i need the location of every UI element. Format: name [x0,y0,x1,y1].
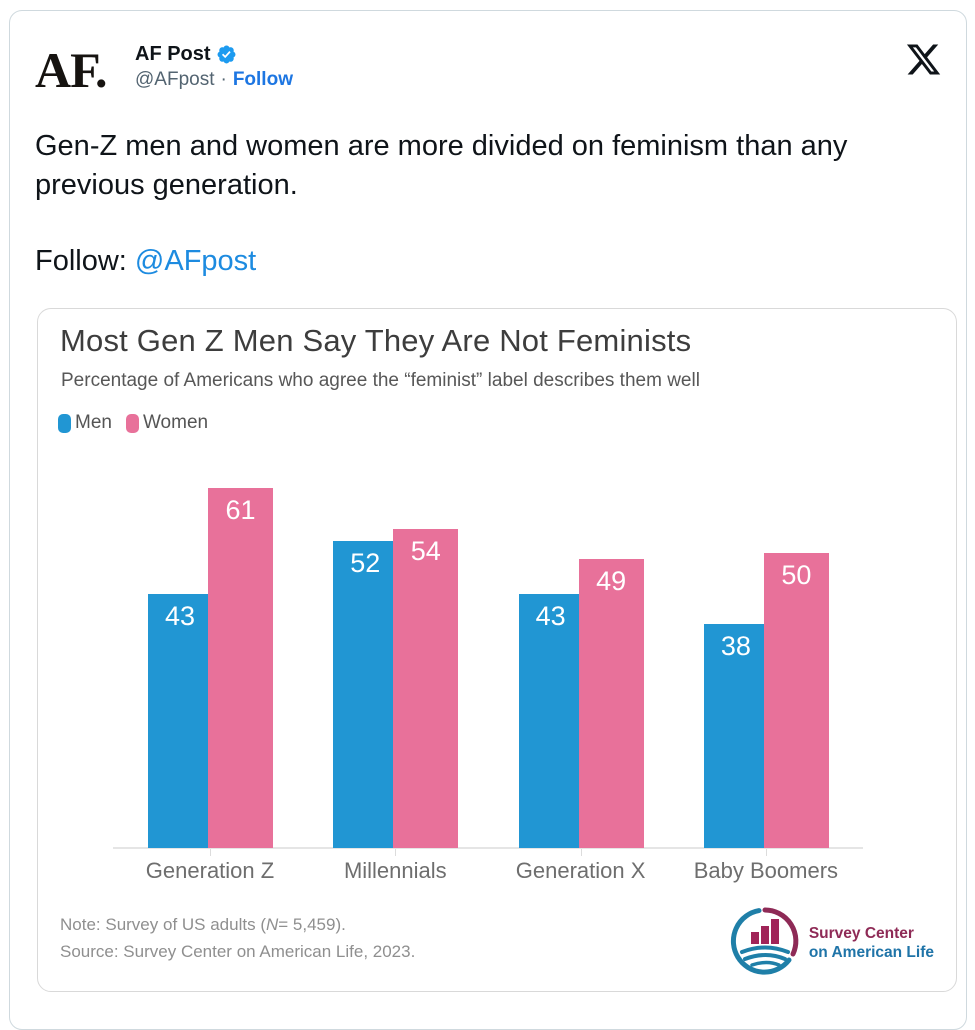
bar-value-label: 50 [781,560,812,590]
chart-source-line: Source: Survey Center on American Life, … [60,942,416,961]
bar-value-label: 49 [596,565,627,596]
brand-name-line1: Survey Center [808,924,914,942]
bar-value-label: 43 [164,601,196,632]
follow-prefix: Follow: [35,245,135,277]
follow-handle-link[interactable]: @AFpost [134,245,257,277]
avatar[interactable]: AF. [35,42,108,98]
legend-label: Men [75,412,112,433]
display-name[interactable]: AF Post [135,43,211,65]
x-axis-tick [580,849,582,856]
tweet-follow-line: Follow: @AFpost [35,245,956,278]
bar-women-millennials: 54 [393,529,459,848]
bar-women-baby-boomers: 50 [763,553,829,848]
x-axis-label-generation-x: Generation X [515,858,646,883]
x-axis-line [113,847,863,849]
identity-block: AF Post @AFpost · Follow [135,39,293,91]
legend-swatch-women [125,413,139,433]
bar-value-label: 61 [225,495,256,526]
bar-women-generation-z: 61 [208,488,273,848]
bar-men-millennials: 52 [333,541,398,848]
tweet-card: AF. AF Post @AFpost · Follow Gen-Z men [9,10,967,1030]
brand-logo: Survey Center on American Life [729,905,934,982]
bar-value-label: 43 [535,601,566,632]
survey-center-emblem-icon [729,905,801,982]
bar-men-generation-x: 43 [518,594,583,848]
bar-value-label: 38 [720,630,751,661]
x-axis-label-baby-boomers: Baby Boomers [693,858,839,883]
x-axis-label-generation-z: Generation Z [145,858,275,883]
legend-swatch-men [58,413,71,433]
chart-legend: Men Women [58,412,208,434]
user-handle[interactable]: @AFpost [135,69,215,90]
chart-notes: Note: Survey of US adults (N= 5,459). So… [60,911,415,965]
chart-note-line: Note: Survey of US adults (N= 5,459). [60,915,346,934]
legend-item-women: Women [125,412,209,434]
bar-value-label: 54 [410,536,441,567]
legend-item-men: Men [58,412,112,434]
dot-separator: · [220,69,227,90]
legend-label: Women [142,412,209,433]
bar-men-generation-z: 43 [148,594,212,848]
x-twitter-logo-icon[interactable] [905,41,942,78]
chart-plot-area: 43 61 52 54 43 49 38 50 [38,439,956,848]
bar-value-label: 52 [350,548,381,579]
chart-subtitle: Percentage of Americans who agree the “f… [61,370,700,391]
tweet-header: AF. AF Post @AFpost · Follow [35,39,956,101]
bar-men-baby-boomers: 38 [703,623,768,848]
x-axis-tick [210,849,211,856]
x-axis-label-millennials: Millennials [343,858,447,883]
chart-card[interactable]: Most Gen Z Men Say They Are Not Feminist… [37,308,957,992]
chart-title: Most Gen Z Men Say They Are Not Feminist… [60,323,692,358]
x-axis-tick [395,849,397,856]
verified-badge-icon [216,44,237,65]
brand-name-line2: on American Life [808,943,934,961]
tweet-body-text: Gen-Z men and women are more divided on … [35,130,848,201]
follow-link[interactable]: Follow [232,69,293,90]
x-axis-tick [765,849,767,856]
bar-women-generation-x: 49 [578,558,644,848]
